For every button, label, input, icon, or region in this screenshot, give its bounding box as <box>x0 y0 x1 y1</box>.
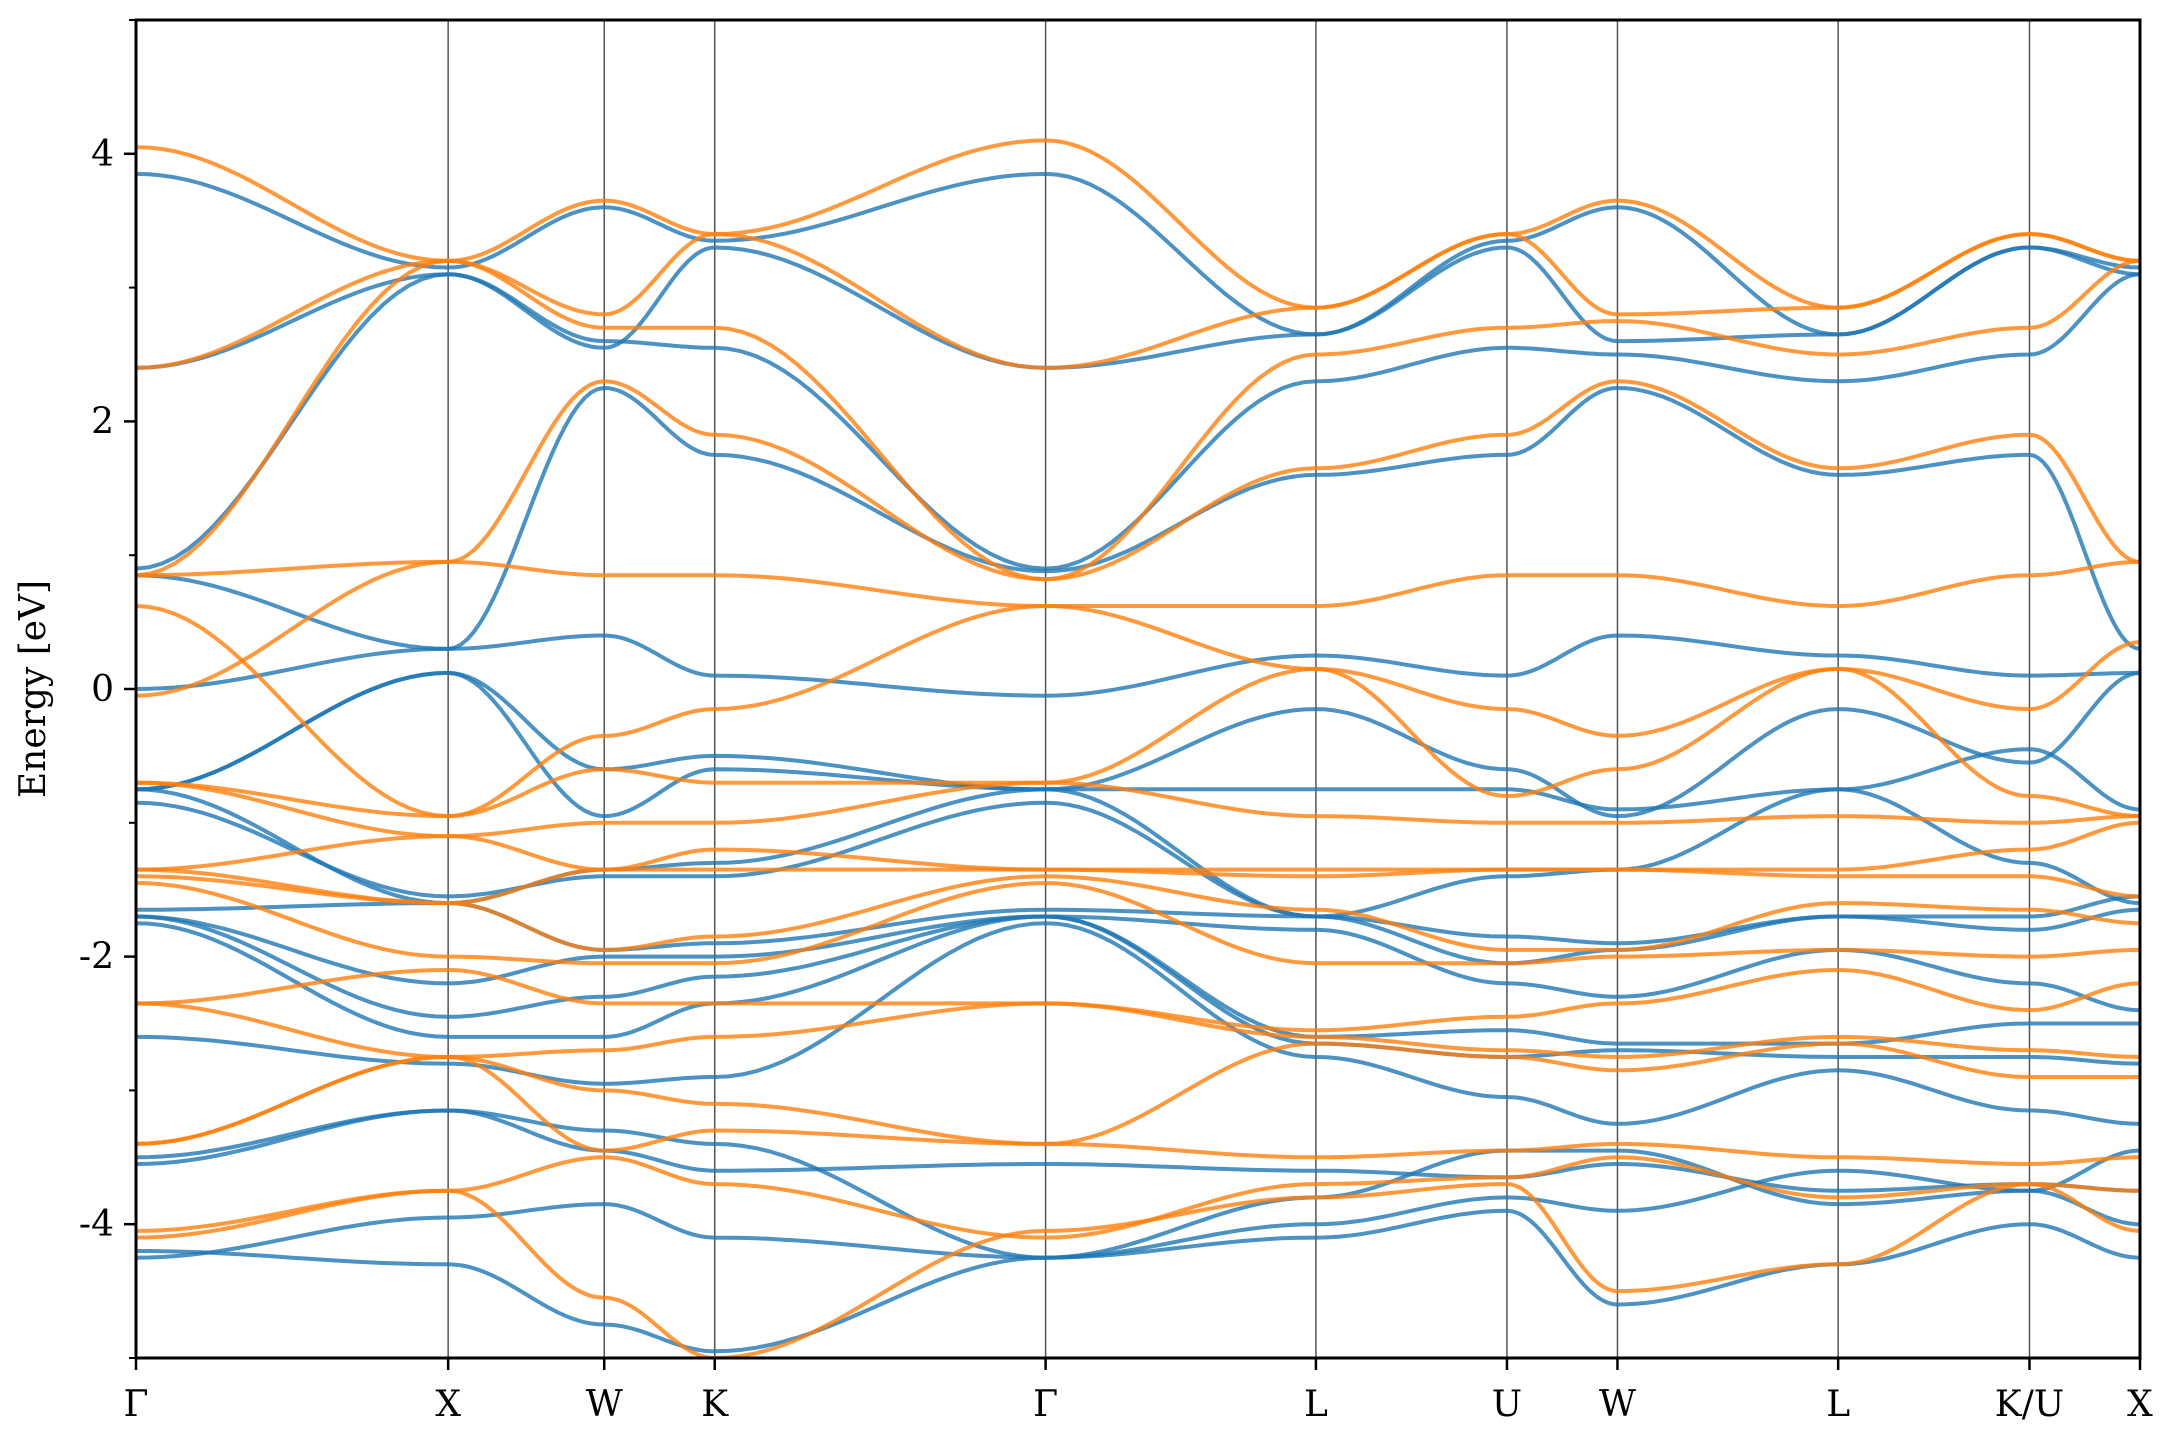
band-line <box>136 914 2140 1066</box>
band-line <box>136 232 2140 370</box>
x-tick-label: L <box>1826 1384 1850 1425</box>
band-line <box>136 666 2140 819</box>
band-line <box>136 386 2140 651</box>
y-tick-label: 4 <box>91 134 114 175</box>
x-tick-label: Γ <box>124 1384 149 1425</box>
band-line <box>136 1001 2140 1059</box>
x-tick-label: X <box>2127 1384 2153 1425</box>
band-line <box>136 258 2140 582</box>
band-line <box>136 867 2140 906</box>
band-line <box>136 914 2140 1046</box>
band-line <box>136 670 2140 819</box>
band-line <box>136 633 2140 698</box>
x-tick-label: Γ <box>1033 1384 1058 1425</box>
band-line <box>136 901 2140 966</box>
band-line <box>136 921 2140 1126</box>
y-tick-label: -2 <box>79 937 114 978</box>
x-tick-label: W <box>586 1384 623 1425</box>
y-axis-ticks: -4 -2 0 2 4 <box>79 19 136 1359</box>
band-line <box>136 379 2140 582</box>
band-line <box>136 1055 2140 1166</box>
band-series-1 <box>136 138 2140 1358</box>
band-line <box>136 780 2140 839</box>
band-line <box>136 604 2140 819</box>
x-tick-label: X <box>435 1384 461 1425</box>
band-line <box>136 881 2140 966</box>
band-line <box>136 171 2140 337</box>
band-line <box>136 670 2140 812</box>
band-line <box>136 914 2140 1013</box>
y-tick-label: -4 <box>79 1204 114 1245</box>
x-tick-label: K/U <box>1995 1384 2064 1425</box>
band-series <box>136 138 2140 1358</box>
band-line <box>136 138 2140 310</box>
y-tick-label: 2 <box>91 401 114 442</box>
band-line <box>136 1208 2140 1354</box>
y-axis-label: Energy [eV] <box>13 580 54 798</box>
band-line <box>136 1108 2140 1193</box>
band-line <box>136 1108 2140 1260</box>
x-tick-label: U <box>1492 1384 1522 1425</box>
x-tick-label: W <box>1599 1384 1636 1425</box>
band-line <box>136 968 2140 1033</box>
band-line <box>136 559 2140 698</box>
high-symmetry-lines <box>447 20 2031 1358</box>
x-axis-ticks: Γ X W K Γ L U W L K/U X <box>124 1358 2153 1425</box>
band-line <box>136 1168 2140 1260</box>
x-tick-label: K <box>701 1384 729 1425</box>
band-line <box>136 1041 2140 1146</box>
band-line <box>136 874 2140 952</box>
x-tick-label: L <box>1304 1384 1328 1425</box>
band-line <box>136 820 2140 872</box>
band-line <box>136 272 2140 571</box>
band-line <box>136 1155 2140 1240</box>
band-line <box>136 1182 2140 1358</box>
y-tick-label: 0 <box>91 669 114 710</box>
